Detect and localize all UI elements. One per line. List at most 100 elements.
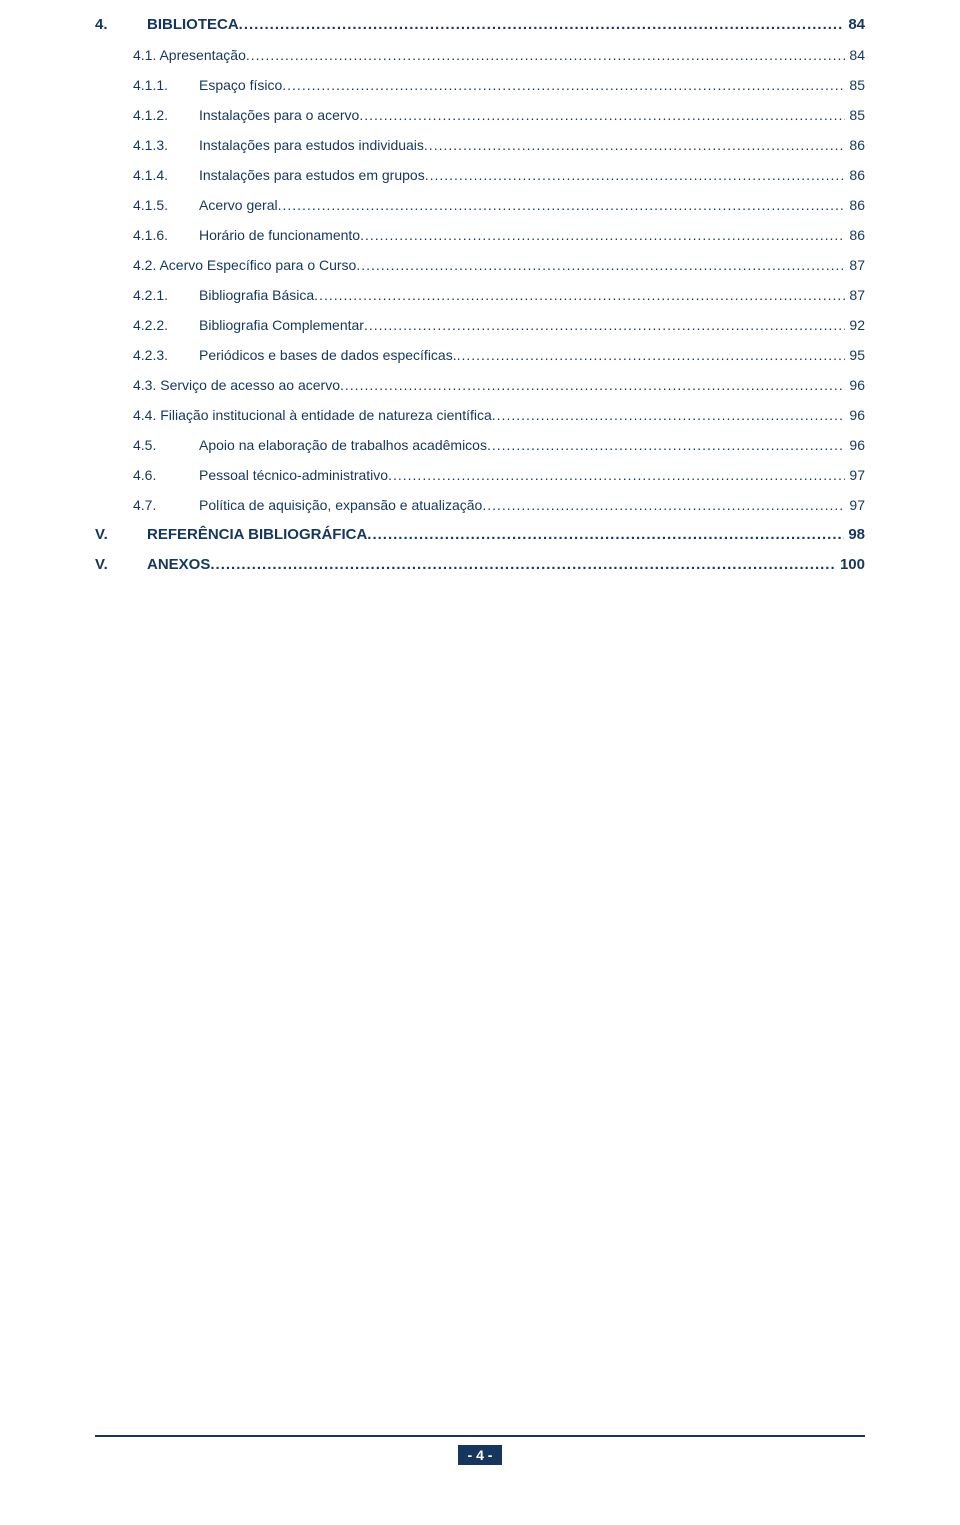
toc-l2-acervo-esp: 4.2. Acervo Específico para o Curso 87 <box>95 250 865 280</box>
toc-label: 4.2.2.Bibliografia Complementar <box>133 310 364 340</box>
toc-label: 4.1.2.Instalações para o acervo <box>133 100 359 130</box>
toc-label: 4.1.1.Espaço físico <box>133 70 282 100</box>
toc-label: 4.7.Política de aquisição, expansão e at… <box>133 490 482 520</box>
toc-title: Instalações para estudos individuais <box>199 137 424 153</box>
toc-label: 4.6.Pessoal técnico-administrativo <box>133 460 388 490</box>
toc-num: 4. <box>95 10 147 40</box>
toc-page-num: 85 <box>845 100 865 130</box>
toc-leader <box>356 250 845 280</box>
toc-l3-inst-ind: 4.1.3.Instalações para estudos individua… <box>95 130 865 160</box>
toc-page-num: 86 <box>845 190 865 220</box>
toc-title: Acervo geral <box>199 197 278 213</box>
toc-page-num: 100 <box>836 550 865 580</box>
toc-leader <box>487 430 845 460</box>
toc-l3-politica: 4.7.Política de aquisição, expansão e at… <box>95 490 865 520</box>
toc-num: 4.5. <box>133 430 199 460</box>
toc-page-num: 96 <box>845 430 865 460</box>
toc-page-num: 87 <box>845 280 865 310</box>
toc-l2-servico: 4.3. Serviço de acesso ao acervo 96 <box>95 370 865 400</box>
toc-title: ANEXOS <box>147 556 210 573</box>
toc-leader <box>282 70 845 100</box>
toc-num: V. <box>95 550 147 580</box>
toc-leader <box>367 520 844 550</box>
toc-num: 4.2.1. <box>133 280 199 310</box>
toc-title: Horário de funcionamento <box>199 227 360 243</box>
toc-num: 4.7. <box>133 490 199 520</box>
toc-page-num: 92 <box>845 310 865 340</box>
toc-label: 4.4. Filiação institucional à entidade d… <box>133 400 492 430</box>
toc-title: Periódicos e bases de dados específicas. <box>199 347 457 363</box>
toc-num: 4.1.4. <box>133 160 199 190</box>
toc-title: Pessoal técnico-administrativo <box>199 467 388 483</box>
toc-page-num: 86 <box>845 130 865 160</box>
toc-page-num: 87 <box>845 250 865 280</box>
toc-page-num: 86 <box>845 220 865 250</box>
toc-title: Instalações para o acervo <box>199 107 359 123</box>
toc-leader <box>278 190 846 220</box>
toc-l3-inst-grp: 4.1.4.Instalações para estudos em grupos… <box>95 160 865 190</box>
page-number-badge: - 4 - <box>458 1445 503 1465</box>
toc-title: Apoio na elaboração de trabalhos acadêmi… <box>199 437 487 453</box>
toc-l3-pessoal: 4.6.Pessoal técnico-administrativo 97 <box>95 460 865 490</box>
toc-leader <box>457 340 846 370</box>
toc-label: 4.1.6.Horário de funcionamento <box>133 220 360 250</box>
toc-l1-biblioteca: 4.BIBLIOTECA 84 <box>95 10 865 40</box>
toc-leader <box>492 400 846 430</box>
toc-page-num: 84 <box>845 40 865 70</box>
toc-label: 4.1.4.Instalações para estudos em grupos <box>133 160 425 190</box>
toc-l3-horario: 4.1.6.Horário de funcionamento 86 <box>95 220 865 250</box>
toc-leader <box>388 460 845 490</box>
toc-label: 4.1.3.Instalações para estudos individua… <box>133 130 424 160</box>
toc-num: 4.2.2. <box>133 310 199 340</box>
toc-leader <box>482 490 845 520</box>
toc-num: 4.1.2. <box>133 100 199 130</box>
toc-title: Instalações para estudos em grupos <box>199 167 425 183</box>
toc-label: 4.2. Acervo Específico para o Curso <box>133 250 356 280</box>
footer-rule <box>95 1435 865 1437</box>
toc-leader <box>210 550 836 580</box>
toc-page-num: 97 <box>845 460 865 490</box>
toc-l3-apoio: 4.5.Apoio na elaboração de trabalhos aca… <box>95 430 865 460</box>
toc-page-num: 96 <box>845 370 865 400</box>
toc-label: 4.1.5.Acervo geral <box>133 190 278 220</box>
toc-leader <box>425 160 846 190</box>
toc-l1-referencia: V.REFERÊNCIA BIBLIOGRÁFICA 98 <box>95 520 865 550</box>
toc-l2-filiacao: 4.4. Filiação institucional à entidade d… <box>95 400 865 430</box>
toc-l3-bib-basica: 4.2.1.Bibliografia Básica 87 <box>95 280 865 310</box>
toc-title: Política de aquisição, expansão e atuali… <box>199 497 482 513</box>
toc-page-num: 96 <box>845 400 865 430</box>
toc-label: 4.5.Apoio na elaboração de trabalhos aca… <box>133 430 487 460</box>
toc-num: 4.2.3. <box>133 340 199 370</box>
page-footer: - 4 - <box>0 1435 960 1465</box>
toc-title: REFERÊNCIA BIBLIOGRÁFICA <box>147 526 367 543</box>
toc-l3-acervo-geral: 4.1.5.Acervo geral 86 <box>95 190 865 220</box>
toc-page-num: 84 <box>844 10 865 40</box>
toc-num: 4.1.5. <box>133 190 199 220</box>
toc-leader <box>314 280 845 310</box>
toc-title: Espaço físico <box>199 77 282 93</box>
toc-num: 4.1.1. <box>133 70 199 100</box>
toc-leader <box>364 310 845 340</box>
toc-label: V.REFERÊNCIA BIBLIOGRÁFICA <box>95 520 367 550</box>
toc-label: 4.BIBLIOTECA <box>95 10 239 40</box>
toc-page: 4.BIBLIOTECA 84 4.1. Apresentação 84 4.1… <box>0 0 960 580</box>
toc-leader <box>360 220 845 250</box>
toc-label: 4.1. Apresentação <box>133 40 246 70</box>
toc-label: 4.2.1.Bibliografia Básica <box>133 280 314 310</box>
toc-label: 4.2.3.Periódicos e bases de dados especí… <box>133 340 457 370</box>
toc-num: V. <box>95 520 147 550</box>
toc-page-num: 95 <box>845 340 865 370</box>
toc-l3-periodicos: 4.2.3.Periódicos e bases de dados especí… <box>95 340 865 370</box>
toc-page-num: 86 <box>845 160 865 190</box>
toc-leader <box>246 40 846 70</box>
toc-page-num: 97 <box>845 490 865 520</box>
toc-leader <box>340 370 845 400</box>
toc-title: Bibliografia Complementar <box>199 317 364 333</box>
toc-num: 4.6. <box>133 460 199 490</box>
toc-title: BIBLIOTECA <box>147 16 239 33</box>
toc-num: 4.1.6. <box>133 220 199 250</box>
toc-l3-inst-acervo: 4.1.2.Instalações para o acervo 85 <box>95 100 865 130</box>
toc-label: 4.3. Serviço de acesso ao acervo <box>133 370 340 400</box>
toc-leader <box>424 130 846 160</box>
toc-label: V.ANEXOS <box>95 550 210 580</box>
